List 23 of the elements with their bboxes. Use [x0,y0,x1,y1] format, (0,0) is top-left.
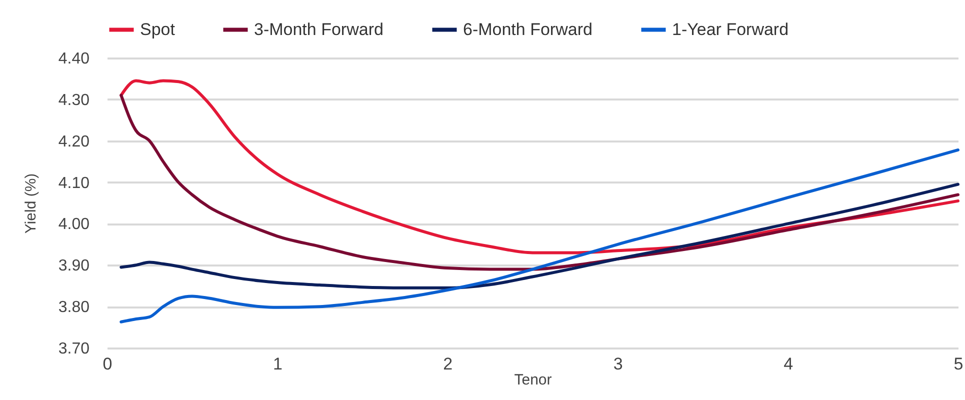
y-tick-label: 4.10 [58,174,90,192]
x-tick-label: 4 [784,354,794,374]
x-tick-label: 5 [954,354,964,374]
x-tick-label: 3 [613,354,623,374]
legend-label: Spot [140,20,176,39]
y-tick-label: 3.90 [58,258,90,275]
x-tick-label: 2 [443,354,453,374]
line-series [120,182,960,290]
line-series [120,94,960,271]
legend-label: 1-Year Forward [672,20,789,39]
y-tick-label: 3.70 [58,340,90,358]
y-tick-label: 3.80 [58,299,90,316]
y-tick-label: 4.00 [58,216,90,234]
y-tick-label: 4.20 [58,133,90,150]
y-tick-label: 4.40 [58,50,90,68]
legend-label: 6-Month Forward [463,20,592,39]
y-tick-label: 4.30 [58,92,90,109]
y-axis-title: Yield (%) [22,173,40,234]
legend-label: 3-Month Forward [254,20,384,39]
line-series [120,148,960,324]
x-axis-title: Tenor [514,372,552,388]
x-tick-label: 0 [102,354,112,374]
x-tick-label: 1 [272,354,282,374]
